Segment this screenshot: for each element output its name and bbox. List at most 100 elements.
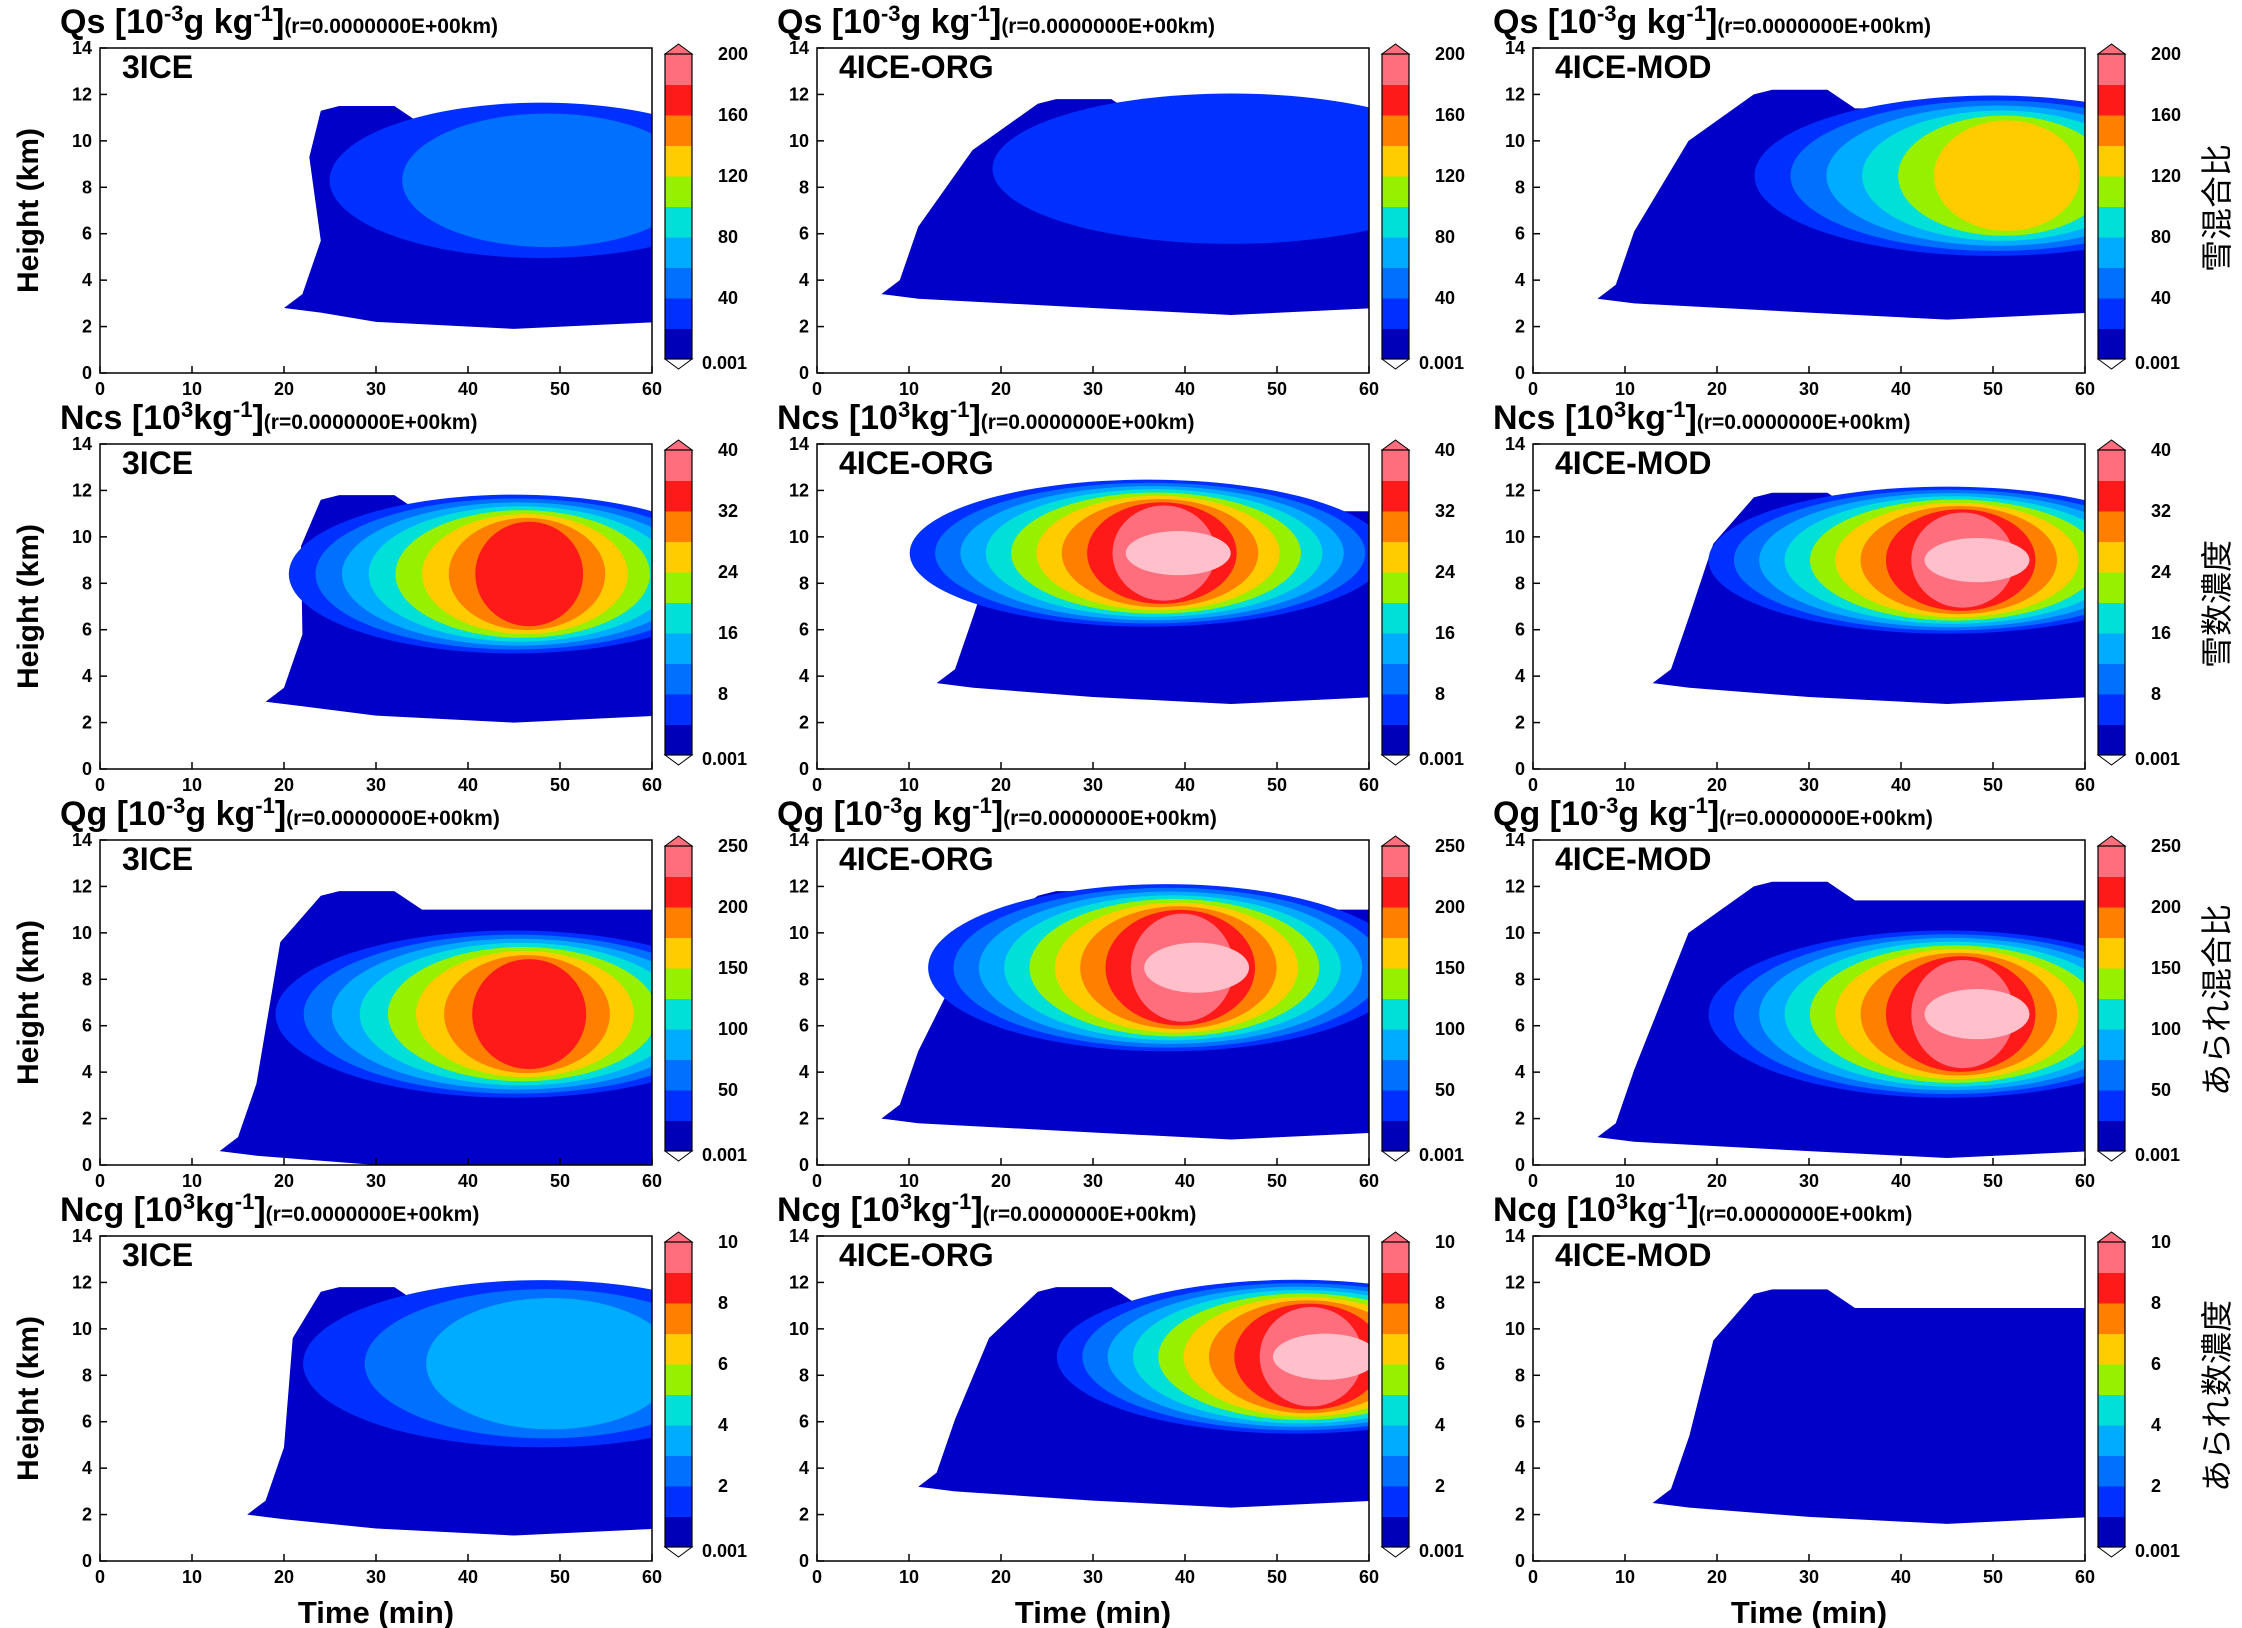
- x-tick-label: 40: [1175, 1567, 1195, 1587]
- colorbar-over-triangle: [1380, 1231, 1411, 1243]
- x-tick-label: 60: [642, 379, 662, 399]
- colorbar-tick-label: 2: [2151, 1476, 2161, 1496]
- x-tick-label: 10: [1615, 379, 1635, 399]
- title-exponent: 3: [1614, 397, 1626, 422]
- colorbar-tick-label: 8: [2151, 684, 2161, 704]
- colorbar-level-2: [1382, 1059, 1409, 1091]
- y-tick-label: 8: [82, 1365, 92, 1385]
- x-tick-label: 0: [812, 1171, 822, 1191]
- colorbar-level-6: [665, 1333, 692, 1365]
- colorbar-level-6: [1382, 937, 1409, 969]
- row-side-label: あられ混合比: [2198, 904, 2236, 1096]
- panel-0-0: 0 2 4 6 8 10 12 14 0 10 20 30 40 50 60 3ICE Qs [10-3g kg…: [12, 1, 748, 399]
- colorbar-tick-label: 200: [718, 44, 748, 64]
- colorbar-tick-label: 250: [718, 836, 748, 856]
- title-main: Qg [10: [1493, 795, 1599, 833]
- y-tick-label: 6: [799, 1016, 809, 1036]
- colorbar-under-triangle: [663, 754, 694, 766]
- colorbar-tick-label: 160: [718, 105, 748, 125]
- y-tick-label: 2: [82, 317, 92, 337]
- x-tick-label: 40: [1891, 379, 1911, 399]
- x-tick-label: 0: [1528, 775, 1538, 795]
- x-tick-label: 20: [274, 379, 294, 399]
- title-exponent: -3: [166, 793, 186, 818]
- y-tick-label: 14: [1505, 38, 1525, 58]
- colorbar-level-9: [2098, 450, 2125, 481]
- y-tick-label: 14: [1505, 830, 1525, 850]
- panel-title: Ncs [103kg-1](r=0.0000000E+00km): [1493, 397, 1910, 437]
- colorbar-tick-label: 24: [1435, 562, 1455, 582]
- y-tick-label: 4: [82, 270, 92, 290]
- title-suffix: ]: [1708, 795, 1719, 833]
- title-note: (r=0.0000000E+00km): [1003, 807, 1217, 830]
- colorbar-level-9: [2098, 846, 2125, 877]
- x-tick-label: 50: [1267, 1171, 1287, 1191]
- x-tick-label: 40: [458, 775, 478, 795]
- colorbar-tick-label: 10: [2151, 1232, 2171, 1252]
- x-tick-label: 20: [274, 1567, 294, 1587]
- y-tick-label: 12: [1505, 84, 1525, 104]
- title-unit: g kg: [1618, 795, 1688, 833]
- colorbar-frame: [664, 449, 693, 756]
- colorbar-tick-label: 0.001: [702, 749, 747, 769]
- colorbar-tick-label: 2: [718, 1476, 728, 1496]
- colorbar-level-7: [2098, 907, 2125, 938]
- colorbar-level-6: [1382, 145, 1409, 177]
- colorbar-level-0: [2098, 1120, 2125, 1152]
- colorbar-level-2: [2098, 1059, 2125, 1091]
- title-main: Ncg [10: [1493, 1191, 1616, 1229]
- colorbar-level-2: [665, 1455, 692, 1487]
- colorbar-level-2: [665, 267, 692, 299]
- colorbar-tick-label: 50: [2151, 1080, 2171, 1100]
- colorbar-level-1: [1382, 694, 1409, 725]
- colorbar-level-0: [1382, 328, 1409, 360]
- colorbar-frame: [664, 845, 693, 1152]
- x-tick-label: 10: [899, 1567, 919, 1587]
- colorbar-tick-label: 40: [1435, 288, 1455, 308]
- y-tick-label: 4: [799, 1062, 809, 1082]
- colorbar-level-2: [2098, 663, 2125, 695]
- panel-title: Qs [10-3g kg-1](r=0.0000000E+00km): [1493, 1, 1931, 41]
- y-tick-label: 0: [1515, 1155, 1525, 1175]
- colorbar-tick-label: 16: [1435, 623, 1455, 643]
- colorbar-level-0: [665, 724, 692, 756]
- y-tick-label: 0: [1515, 363, 1525, 383]
- panel-3-1: 0 2 4 6 8 10 12 14 0 10 20 30 40 50 60 4ICE-ORG Ncg [103…: [777, 1189, 1464, 1628]
- y-tick-label: 2: [1515, 1109, 1525, 1129]
- colorbar-tick-label: 0.001: [1419, 749, 1464, 769]
- y-tick-label: 14: [789, 830, 809, 850]
- y-tick-label: 10: [789, 131, 809, 151]
- colorbar-tick-label: 100: [718, 1019, 748, 1039]
- colorbar-level-3: [1382, 633, 1409, 664]
- title-unit: kg: [912, 1191, 952, 1229]
- title-unit: kg: [1626, 399, 1666, 437]
- title-suffix: ]: [1706, 3, 1717, 41]
- colorbar-under-triangle: [2096, 358, 2127, 370]
- colorbar-level-8: [1382, 1272, 1409, 1304]
- colorbar-over-triangle: [1380, 439, 1411, 451]
- title-suffix: ]: [275, 795, 286, 833]
- y-tick-label: 0: [82, 1551, 92, 1571]
- title-main: Qs [10: [1493, 3, 1597, 41]
- colorbar-over-triangle: [1380, 835, 1411, 847]
- colorbar-tick-label: 80: [1435, 227, 1455, 247]
- panel-2-1: 0 2 4 6 8 10 12 14 0 10 20 30 40 50 60 4ICE-ORG Qg [10-3…: [777, 793, 1465, 1191]
- colorbar-level-5: [2098, 968, 2125, 999]
- title-exponent: 3: [898, 397, 910, 422]
- y-tick-label: 4: [1515, 666, 1525, 686]
- y-tick-label: 0: [82, 1155, 92, 1175]
- title-exponent: -3: [1599, 793, 1619, 818]
- y-tick-label: 10: [789, 923, 809, 943]
- colorbar-over-triangle: [2096, 43, 2127, 55]
- title-suffix: ]: [252, 399, 263, 437]
- y-tick-label: 14: [789, 434, 809, 454]
- title-suffix: ]: [971, 1191, 982, 1229]
- colorbar-tick-label: 0.001: [1419, 1541, 1464, 1561]
- x-tick-label: 0: [812, 379, 822, 399]
- colorbar-tick-label: 6: [1435, 1354, 1445, 1374]
- x-tick-label: 60: [2075, 775, 2095, 795]
- title-unit: g kg: [1617, 3, 1687, 41]
- y-axis-label: Height (km): [12, 128, 45, 293]
- colorbar-level-9: [2098, 1242, 2125, 1273]
- colorbar-over-triangle: [663, 439, 694, 451]
